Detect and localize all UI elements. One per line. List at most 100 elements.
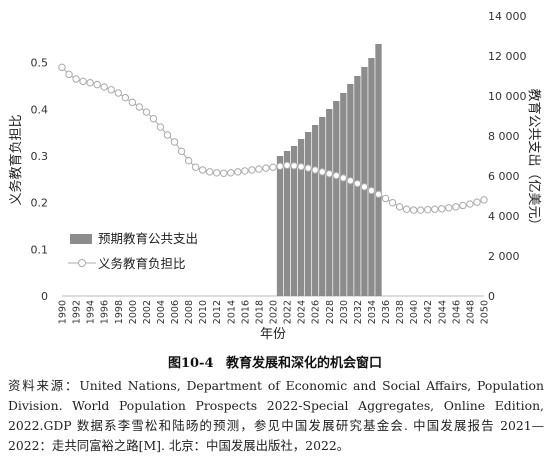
y-right-tick-labels: 0 2 000 4 000 6 000 8 000 10 000 12 000 14 000 — [488, 10, 527, 303]
figure-title: 教育发展和深化的机会窗口 — [226, 356, 383, 371]
x-tick-label: 2038 — [395, 300, 406, 324]
line-point-2001 — [135, 103, 144, 111]
x-tick-label: 1990 — [58, 300, 69, 324]
x-tick-label: 2006 — [170, 300, 181, 324]
line-point-2029 — [332, 171, 340, 180]
figure-number: 图10-4 — [167, 356, 214, 371]
line-point-2004 — [156, 123, 165, 131]
x-tick-label: 2040 — [409, 300, 420, 324]
x-tick-label: 2044 — [437, 300, 448, 324]
y-left-tick-label: 0.2 — [31, 197, 49, 210]
y-left-tick-label: 0.4 — [31, 103, 49, 116]
line-point-2009 — [191, 163, 200, 171]
line-point-2013 — [220, 169, 228, 177]
x-tick-label: 2046 — [451, 300, 462, 324]
chart-area: 0 0.1 0.2 0.3 0.4 0.5 0 2 000 4 000 6 000 8 000 10… — [8, 10, 542, 342]
figure-caption: 图10-4 教育发展和深化的机会窗口 — [0, 352, 550, 371]
bar-2035 — [375, 44, 382, 296]
line-point-2045 — [445, 204, 453, 212]
x-tick-label: 2048 — [465, 300, 476, 324]
line-point-1998 — [114, 89, 122, 97]
y-right-tick-label: 8 000 — [488, 130, 520, 143]
line-point-2016 — [241, 167, 249, 175]
line-point-2031 — [346, 177, 355, 185]
line-point-2040 — [409, 206, 418, 214]
x-tick-label: 2034 — [367, 300, 378, 324]
line-point-1999 — [121, 93, 130, 102]
line-point-2043 — [431, 205, 439, 213]
y-right-tick-label: 2 000 — [488, 250, 520, 263]
line-point-2036 — [381, 194, 390, 203]
x-tick-label: 2024 — [297, 300, 308, 324]
x-tick-label: 2030 — [339, 300, 350, 324]
line-point-1994 — [86, 79, 94, 87]
legend-bar-label: 预期教育公共支出 — [98, 231, 198, 246]
bar-2021 — [276, 156, 284, 296]
line-point-2007 — [177, 147, 186, 156]
bar-2027 — [319, 117, 326, 296]
line-point-2019 — [262, 164, 270, 172]
line-point-2026 — [311, 166, 319, 174]
line-point-2002 — [142, 108, 151, 116]
line-point-1991 — [65, 70, 73, 79]
line-point-2046 — [452, 203, 460, 211]
x-tick-label: 2020 — [269, 300, 280, 324]
line-point-2047 — [459, 201, 467, 210]
source-note: 资料来源：United Nations, Department of Econo… — [8, 378, 544, 453]
x-tick-label: 2026 — [311, 300, 322, 324]
line-point-1995 — [93, 80, 101, 89]
x-tick-label: 2002 — [142, 300, 153, 324]
line-point-2008 — [184, 156, 193, 165]
bar-2029 — [333, 101, 340, 296]
x-tick-label: 2008 — [184, 300, 195, 324]
line-point-1990 — [58, 63, 66, 72]
bar-2031 — [347, 84, 354, 296]
line-point-2027 — [318, 168, 326, 176]
x-tick-label: 2012 — [212, 300, 223, 324]
y-left-tick-label: 0.5 — [31, 57, 49, 70]
line-point-2038 — [395, 203, 404, 211]
bar-2022 — [283, 151, 291, 296]
y-right-tick-label: 6 000 — [488, 170, 520, 183]
x-axis-label: 年份 — [260, 327, 286, 342]
line-point-2010 — [198, 166, 207, 174]
line-point-2018 — [255, 165, 263, 173]
x-tick-label: 2004 — [156, 300, 167, 324]
bar-2025 — [305, 132, 312, 296]
line-point-2000 — [128, 98, 137, 107]
bar-2030 — [340, 93, 347, 296]
bar-2028 — [326, 109, 333, 296]
line-point-2049 — [473, 198, 481, 206]
line-point-2023 — [290, 162, 298, 170]
x-tick-label: 1996 — [100, 300, 111, 324]
line-point-2014 — [227, 169, 235, 177]
y-left-tick-label: 0 — [41, 290, 48, 303]
line-point-2048 — [466, 200, 474, 208]
x-tick-label: 2016 — [240, 300, 251, 324]
y-right-tick-label: 10 000 — [488, 90, 527, 103]
y-left-tick-label: 0.3 — [31, 150, 49, 163]
x-tick-label: 2014 — [226, 300, 237, 324]
line-point-2021 — [276, 162, 284, 170]
line-point-2033 — [360, 183, 369, 191]
line-point-2037 — [388, 198, 397, 207]
line-point-2034 — [367, 186, 376, 195]
x-tick-label: 2036 — [381, 300, 392, 324]
line-point-2012 — [213, 169, 221, 177]
x-tick-label: 2010 — [198, 300, 209, 324]
line-point-2015 — [234, 168, 242, 176]
line-point-2003 — [149, 114, 158, 123]
line-point-2020 — [269, 163, 277, 171]
bar-series — [276, 44, 382, 296]
x-tick-label: 1992 — [72, 300, 83, 324]
x-tick-label: 2042 — [423, 300, 434, 324]
bar-2034 — [368, 58, 375, 296]
line-point-1997 — [107, 86, 115, 94]
line-point-2024 — [297, 163, 305, 171]
bar-2033 — [361, 67, 368, 296]
bar-2024 — [297, 139, 305, 296]
line-point-2025 — [304, 164, 312, 172]
line-point-2044 — [438, 205, 446, 213]
line-point-2017 — [248, 166, 256, 174]
bar-2023 — [290, 146, 298, 296]
